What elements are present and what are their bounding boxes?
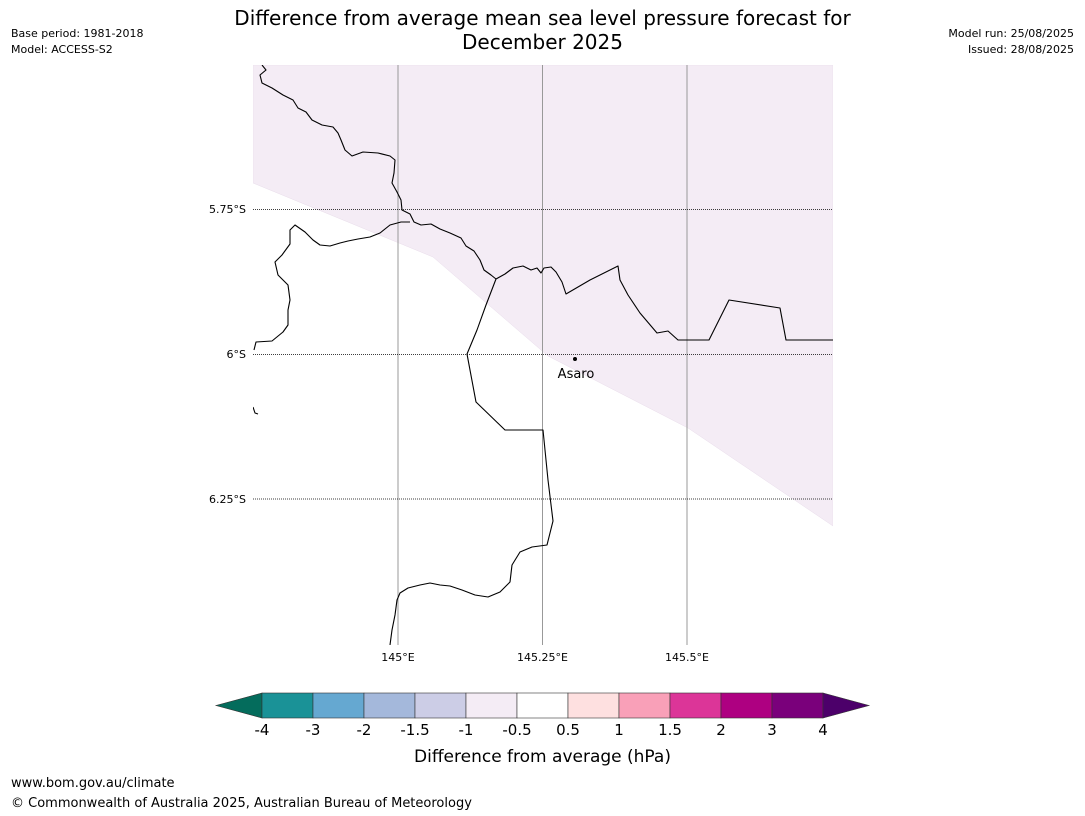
axis-labels: 5.75°S 6°S 6.25°S 145°E 145.25°E 145.5°E xyxy=(209,203,709,664)
colorbar-tick-label: -1 xyxy=(459,721,474,739)
lat-label-5-75s: 5.75°S xyxy=(209,203,246,216)
map-area: Asaro xyxy=(253,65,833,645)
colorbar: -4 -3 -2 -1.5 -1 -0.5 0.5 1 1.5 2 3 4 Difference fr… xyxy=(214,692,871,767)
boundary-south xyxy=(389,278,554,645)
boundary-fragment xyxy=(253,406,259,415)
boundary-lines xyxy=(253,65,833,645)
colorbar-segment xyxy=(567,692,620,719)
colorbar-tick-label: -3 xyxy=(306,721,321,739)
colorbar-tick-label: -2 xyxy=(357,721,372,739)
colorbar-tick-label: -4 xyxy=(255,721,270,739)
lon-label-145e: 145°E xyxy=(381,651,414,664)
colorbar-tick-label: 2 xyxy=(716,721,726,739)
lat-label-6s: 6°S xyxy=(227,348,246,361)
colorbar-segment xyxy=(516,692,569,719)
lon-label-145-5e: 145.5°E xyxy=(665,651,709,664)
lat-label-6-25s: 6.25°S xyxy=(209,493,246,506)
model-run-text: Model run: 25/08/2025 xyxy=(948,27,1074,40)
colorbar-segment xyxy=(669,692,722,719)
colorbar-segment xyxy=(771,692,824,719)
map-title: Difference from average mean sea level p… xyxy=(0,6,1085,54)
colorbar-segment xyxy=(261,692,314,719)
meta-left: Base period: 1981-2018 Model: ACCESS-S2 xyxy=(11,26,143,58)
meta-right: Model run: 25/08/2025 Issued: 28/08/2025 xyxy=(948,26,1074,58)
colorbar-tick-label: 0.5 xyxy=(556,721,580,739)
colorbar-tick-label: -0.5 xyxy=(502,721,531,739)
colorbar-tick-label: 1.5 xyxy=(658,721,682,739)
footer-url: www.bom.gov.au/climate xyxy=(11,776,175,791)
issued-text: Issued: 28/08/2025 xyxy=(967,43,1074,56)
title-line-2: December 2025 xyxy=(462,30,623,54)
colorbar-ticks: -4 -3 -2 -1.5 -1 -0.5 0.5 1 1.5 2 3 4 xyxy=(255,721,828,739)
boundary-north xyxy=(259,65,497,280)
colorbar-tick-label: 1 xyxy=(614,721,624,739)
colorbar-tick-label: 4 xyxy=(818,721,828,739)
colorbar-segments xyxy=(261,692,824,719)
colorbar-segment xyxy=(465,692,518,719)
colorbar-tick-label: -1.5 xyxy=(400,721,429,739)
boundary-central xyxy=(253,221,410,351)
boundary-east xyxy=(495,265,833,341)
base-period-text: Base period: 1981-2018 xyxy=(11,27,144,40)
asaro-marker xyxy=(573,357,577,361)
title-line-1: Difference from average mean sea level p… xyxy=(234,6,851,30)
colorbar-under-arrow xyxy=(214,692,263,719)
footer: www.bom.gov.au/climate © Commonwealth of… xyxy=(11,774,472,814)
colorbar-label: Difference from average (hPa) xyxy=(414,747,671,767)
lon-label-145-25e: 145.25°E xyxy=(517,651,568,664)
footer-copyright: © Commonwealth of Australia 2025, Austra… xyxy=(11,796,472,811)
colorbar-segment xyxy=(312,692,365,719)
asaro-label: Asaro xyxy=(558,367,595,382)
model-text: Model: ACCESS-S2 xyxy=(11,43,113,56)
colorbar-segment xyxy=(414,692,467,719)
colorbar-segment xyxy=(618,692,671,719)
colorbar-segment xyxy=(363,692,416,719)
colorbar-segment xyxy=(720,692,773,719)
colorbar-tick-label: 3 xyxy=(767,721,777,739)
colorbar-over-arrow xyxy=(822,692,871,719)
